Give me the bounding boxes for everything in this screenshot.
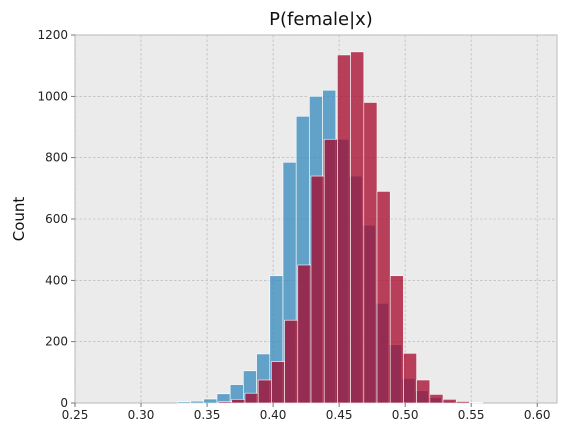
red-bar-7 bbox=[310, 175, 325, 404]
y-tick-label-4: 800 bbox=[45, 151, 68, 165]
red-bar-17 bbox=[442, 399, 457, 404]
red-bar-0 bbox=[218, 401, 233, 404]
x-tick-label-6: 0.55 bbox=[458, 408, 485, 422]
red-bar-4 bbox=[271, 361, 285, 404]
chart-title: P(female|x) bbox=[269, 9, 373, 30]
y-tick-label-0: 0 bbox=[60, 396, 68, 410]
blue-bar-1 bbox=[190, 400, 205, 404]
red-bar-16 bbox=[429, 394, 444, 404]
red-bar-12 bbox=[376, 191, 391, 404]
x-tick-label-5: 0.50 bbox=[392, 408, 419, 422]
y-tick-label-3: 600 bbox=[45, 212, 68, 226]
red-bar-14 bbox=[403, 353, 417, 404]
red-bar-6 bbox=[297, 264, 312, 404]
red-bar-10 bbox=[350, 51, 365, 404]
red-bar-3 bbox=[257, 379, 272, 404]
y-tick-label-1: 200 bbox=[45, 335, 68, 349]
red-bar-11 bbox=[363, 102, 378, 404]
x-tick-label-4: 0.45 bbox=[326, 408, 353, 422]
red-bar-9 bbox=[337, 54, 351, 404]
red-bar-1 bbox=[231, 399, 246, 404]
x-tick-label-2: 0.35 bbox=[194, 408, 221, 422]
y-tick-label-5: 1000 bbox=[37, 89, 68, 103]
y-tick-label-2: 400 bbox=[45, 273, 68, 287]
x-tick-label-7: 0.60 bbox=[524, 408, 551, 422]
red-bar-15 bbox=[416, 379, 431, 404]
x-tick-label-0: 0.25 bbox=[62, 408, 89, 422]
red-bar-8 bbox=[323, 138, 338, 404]
red-bar-2 bbox=[244, 392, 259, 404]
x-tick-label-3: 0.40 bbox=[260, 408, 287, 422]
y-ticks: 0 200 400 600 800 1000 1200 bbox=[37, 28, 75, 410]
red-bar-5 bbox=[284, 319, 299, 404]
y-tick-label-6: 1200 bbox=[37, 28, 68, 42]
red-bars bbox=[218, 51, 483, 404]
y-axis-label: Count bbox=[10, 197, 28, 242]
blue-bar-2 bbox=[203, 398, 218, 404]
blue-bar-0 bbox=[177, 401, 191, 404]
x-tick-label-1: 0.30 bbox=[128, 408, 155, 422]
red-bar-13 bbox=[389, 275, 404, 404]
x-ticks: 0.25 0.30 0.35 0.40 0.45 0.50 0.55 0.60 bbox=[62, 403, 551, 422]
red-bar-19 bbox=[469, 402, 483, 404]
red-bar-18 bbox=[455, 401, 470, 404]
